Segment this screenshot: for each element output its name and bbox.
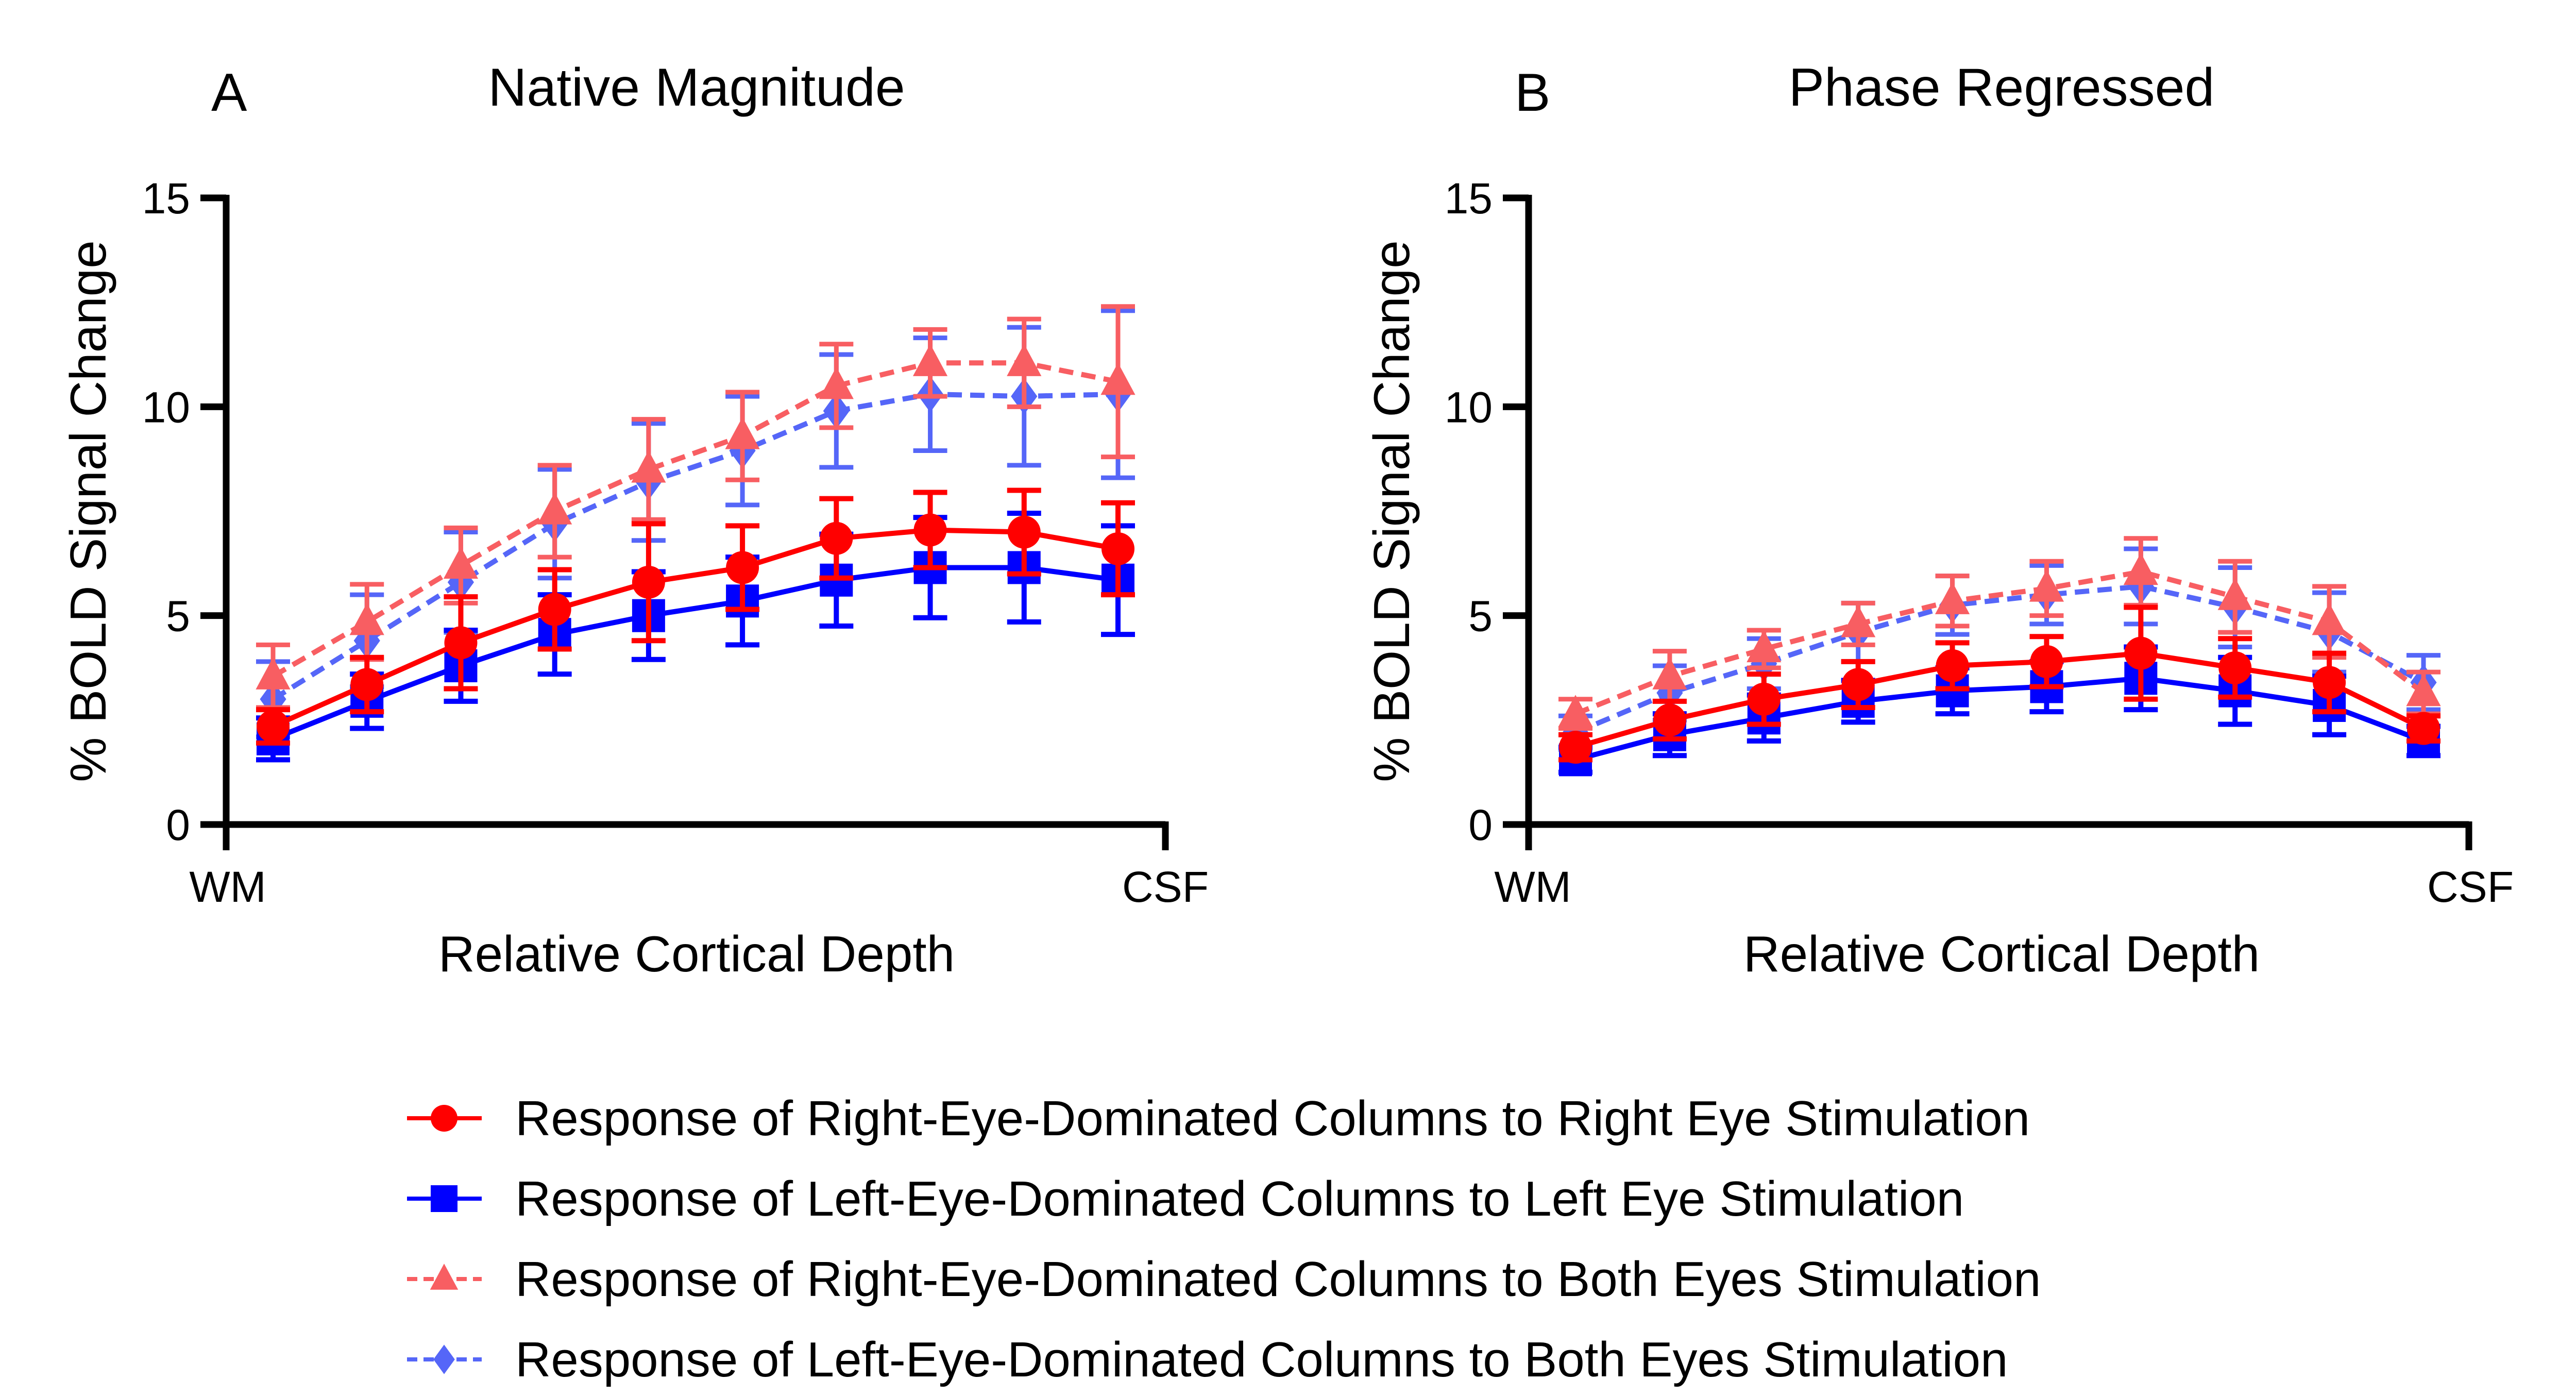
series-line [1574,583,2425,735]
data-point [538,593,571,626]
data-point [1007,515,1041,549]
data-point [2218,651,2252,684]
data-point [2217,578,2252,610]
data-point [1747,630,1782,663]
data-point [725,417,760,449]
data-point [2030,645,2063,678]
x-axis-label-b: Relative Cortical Depth [1743,926,2260,982]
data-point [2407,712,2440,745]
y-tick-label: 0 [166,801,190,849]
legend-marker-circle [431,1105,457,1132]
data-point [444,626,478,660]
series-line [272,360,1118,679]
x-axis-label-a: Relative Cortical Depth [438,926,955,982]
panel-letter-a: A [211,63,247,123]
legend-marker-square [431,1185,457,1212]
legend-entry: Response of Right-Eye-Dominated Columns … [407,1252,2041,1307]
legend-marker-diamond [433,1344,455,1374]
y-tick-label: 5 [166,592,190,641]
series-circle [256,487,1135,746]
data-point [1558,695,1593,727]
legend-symbol [407,1185,482,1212]
legend-marker-triangle [430,1264,459,1290]
data-point [1841,668,1875,701]
series-square [1558,644,2441,777]
data-point [912,344,948,376]
data-point [1559,731,1592,764]
series-triangle [256,304,1136,710]
data-point [1841,605,1876,637]
series-circle [1558,604,2441,764]
data-point [2123,552,2158,585]
panel-b: B Phase Regressed % BOLD Signal Change R… [1363,58,2514,982]
legend-entry: Response of Left-Eye-Dominated Columns t… [407,1171,1964,1226]
series-line [272,392,1118,702]
x-tick-label-csf-a: CSF [1122,863,1209,911]
data-point [2124,636,2158,670]
panel-title-b: Phase Regressed [1789,58,2215,117]
data-point [2029,569,2064,602]
data-point [350,668,384,701]
x-tick-label-wm-b: WM [1494,863,1571,911]
y-tick-label: 15 [142,174,190,223]
legend-entry: Response of Left-Eye-Dominated Columns t… [407,1332,2008,1387]
data-point [2312,603,2347,635]
data-point [1101,532,1134,565]
panel-a: A Native Magnitude % BOLD Signal Change … [60,58,1209,982]
panel-title-a: Native Magnitude [488,58,905,117]
y-tick-label: 5 [1468,592,1493,641]
series-line [272,527,1118,729]
data-point [726,551,759,584]
data-point [1653,703,1686,737]
data-point [819,367,854,399]
data-point [1936,649,1969,682]
data-point [443,546,479,579]
data-point [257,710,290,743]
series-line [272,565,1118,742]
y-tick-label: 10 [1445,383,1493,431]
data-point [256,657,291,689]
series-line [1574,650,2425,750]
y-tick-label: 0 [1468,801,1493,849]
y-tick-label: 15 [1445,174,1493,223]
x-tick-label-wm-a: WM [189,863,266,911]
data-point [349,603,384,635]
x-tick-label-csf-b: CSF [2427,863,2514,911]
data-point [631,450,666,483]
legend-label: Response of Left-Eye-Dominated Columns t… [515,1332,2008,1387]
data-point [2406,674,2441,707]
data-point [1007,344,1042,376]
legend-label: Response of Right-Eye-Dominated Columns … [515,1252,2041,1307]
legend-symbol [407,1344,482,1374]
legend-label: Response of Left-Eye-Dominated Columns t… [515,1171,1964,1226]
y-tick-label: 10 [142,383,190,431]
legend-entry: Response of Right-Eye-Dominated Columns … [407,1091,2030,1146]
data-point [820,522,853,555]
data-point [2313,666,2346,699]
data-point [1747,682,1781,716]
data-point [913,513,947,547]
data-point [1935,582,1970,614]
y-axis-label-a: % BOLD Signal Change [60,240,116,782]
y-axis-label-b: % BOLD Signal Change [1363,240,1420,782]
legend-symbol [407,1105,482,1132]
series-square [256,511,1135,763]
legend-symbol [407,1264,482,1290]
series-line [1574,676,2425,763]
data-point [632,565,665,599]
panel-letter-b: B [1515,63,1550,123]
legend: Response of Right-Eye-Dominated Columns … [407,1091,2041,1387]
data-point [1100,362,1136,395]
data-point [1652,657,1687,689]
legend-label: Response of Right-Eye-Dominated Columns … [515,1091,2030,1146]
series-diamond [1558,546,2441,752]
data-point [537,492,572,525]
series-line [1574,569,2426,716]
